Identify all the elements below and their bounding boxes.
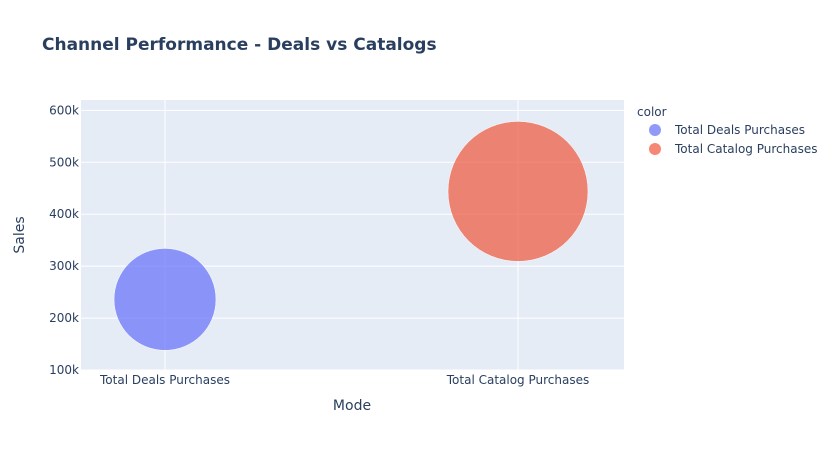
y-axis: 100k 200k 300k 400k 500k 600k bbox=[49, 103, 79, 377]
bubble-layer bbox=[113, 121, 589, 351]
y-tick-label: 300k bbox=[49, 259, 79, 273]
legend-title: color bbox=[637, 105, 667, 119]
legend-marker[interactable] bbox=[649, 143, 661, 155]
y-tick-label: 500k bbox=[49, 155, 79, 169]
legend: color Total Deals Purchases Total Catalog… bbox=[637, 105, 817, 156]
legend-label[interactable]: Total Catalog Purchases bbox=[674, 142, 817, 156]
legend-label[interactable]: Total Deals Purchases bbox=[674, 123, 805, 137]
x-axis: Total Deals Purchases Total Catalog Purch… bbox=[99, 373, 589, 387]
x-tick-label: Total Catalog Purchases bbox=[446, 373, 589, 387]
y-tick-label: 200k bbox=[49, 311, 79, 325]
bubble-total-catalog-purchases[interactable] bbox=[447, 121, 589, 262]
y-axis-label: Sales bbox=[12, 216, 28, 253]
y-tick-label: 400k bbox=[49, 207, 79, 221]
x-axis-label: Mode bbox=[333, 398, 371, 414]
y-tick-label: 600k bbox=[49, 103, 79, 117]
y-tick-label: 100k bbox=[49, 363, 79, 377]
chart-title: Channel Performance - Deals vs Catalogs bbox=[42, 35, 437, 55]
legend-marker[interactable] bbox=[649, 124, 661, 136]
x-tick-label: Total Deals Purchases bbox=[99, 373, 230, 387]
bubble-total-deals-purchases[interactable] bbox=[113, 248, 217, 351]
